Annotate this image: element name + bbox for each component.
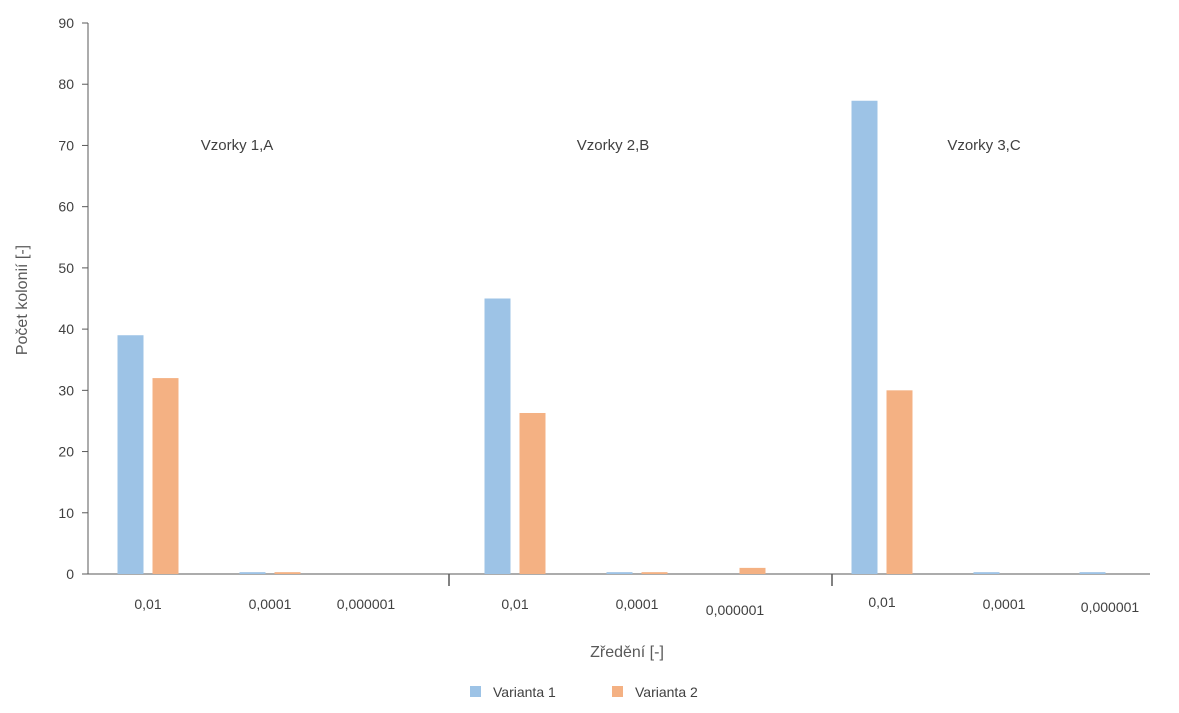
bar-2-4 — [519, 412, 546, 574]
x-tick-label: 0,000001 — [337, 596, 396, 612]
x-tick-label: 0,0001 — [983, 596, 1026, 612]
x-tick-label: 0,01 — [134, 596, 161, 612]
legend-swatch — [612, 686, 623, 697]
x-tick-label: 0,0001 — [249, 596, 292, 612]
y-tick-label: 40 — [58, 321, 74, 337]
bar-2-6 — [739, 567, 766, 574]
bar-1-7 — [851, 100, 878, 574]
y-tick-label: 50 — [58, 260, 74, 276]
legend-swatch — [470, 686, 481, 697]
y-tick-label: 80 — [58, 76, 74, 92]
group-label: Vzorky 2,B — [577, 137, 650, 154]
y-tick-label: 10 — [58, 505, 74, 521]
group-label: Vzorky 3,C — [947, 137, 1021, 154]
legend-label: Varianta 2 — [635, 684, 698, 700]
x-axis-title: Zředění [-] — [590, 644, 664, 661]
x-tick-label: 0,01 — [501, 596, 528, 612]
bar-1-2 — [239, 572, 266, 574]
bar-1-4 — [484, 298, 511, 574]
x-tick-label: 0,000001 — [1081, 599, 1140, 615]
bar-1-1 — [117, 335, 144, 574]
y-tick-label: 90 — [58, 15, 74, 31]
bar-2-7 — [886, 390, 913, 574]
bar-2-2 — [274, 572, 301, 574]
bar-2-1 — [152, 378, 179, 574]
group-label: Vzorky 1,A — [201, 137, 274, 154]
x-tick-label: 0,000001 — [706, 602, 765, 618]
y-tick-label: 70 — [58, 137, 74, 153]
x-tick-label: 0,01 — [868, 594, 895, 610]
bar-2-5 — [641, 572, 668, 574]
x-tick-label: 0,0001 — [616, 596, 659, 612]
bar-1-5 — [606, 572, 633, 574]
y-tick-label: 20 — [58, 444, 74, 460]
bar-1-8 — [973, 572, 1000, 574]
y-tick-label: 0 — [66, 566, 74, 582]
y-tick-label: 30 — [58, 382, 74, 398]
bar-1-9 — [1079, 572, 1106, 574]
legend-label: Varianta 1 — [493, 684, 556, 700]
y-axis-title: Počet kolonií [-] — [14, 245, 31, 355]
y-tick-label: 60 — [58, 199, 74, 215]
